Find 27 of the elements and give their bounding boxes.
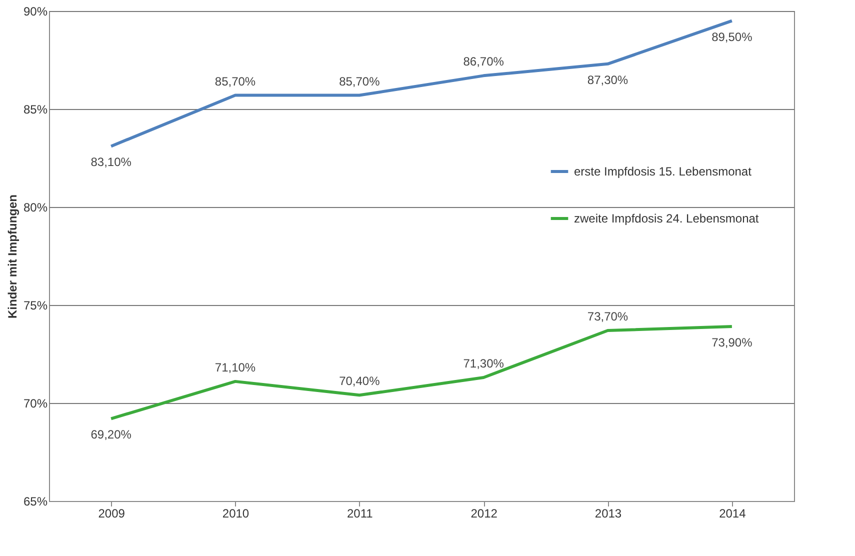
- data-label: 73,70%: [587, 309, 628, 324]
- x-tick-label: 2011: [347, 506, 374, 520]
- x-tick-label: 2009: [98, 506, 126, 520]
- y-axis-title: Kinder mit Impfungen: [5, 194, 20, 318]
- y-tick-label: 65%: [23, 494, 48, 508]
- y-tick-label: 70%: [23, 396, 48, 410]
- legend-label: zweite Impfdosis 24. Lebensmonat: [574, 212, 760, 226]
- data-label: 85,70%: [339, 74, 380, 88]
- data-label: 71,30%: [463, 356, 504, 371]
- data-label: 83,10%: [90, 155, 132, 170]
- x-tick-label: 2014: [719, 506, 746, 520]
- y-tick-label: 80%: [23, 200, 48, 214]
- legend-label: erste Impfdosis 15. Lebensmonat: [574, 164, 752, 178]
- y-tick-label: 90%: [23, 4, 48, 18]
- data-label: 73,90%: [712, 336, 753, 350]
- x-tick-label: 2010: [222, 506, 250, 520]
- data-label: 71,10%: [214, 360, 256, 374]
- data-label: 87,30%: [587, 72, 628, 87]
- x-tick-label: 2013: [594, 506, 622, 520]
- y-tick-label: 75%: [23, 298, 48, 312]
- x-tick-label: 2012: [470, 506, 498, 520]
- data-label: 86,70%: [463, 54, 504, 69]
- data-label: 69,20%: [90, 428, 132, 442]
- data-label: 70,40%: [339, 374, 380, 388]
- data-label: 89,50%: [712, 30, 753, 44]
- data-label: 85,70%: [214, 74, 256, 88]
- y-tick-label: 85%: [23, 102, 48, 116]
